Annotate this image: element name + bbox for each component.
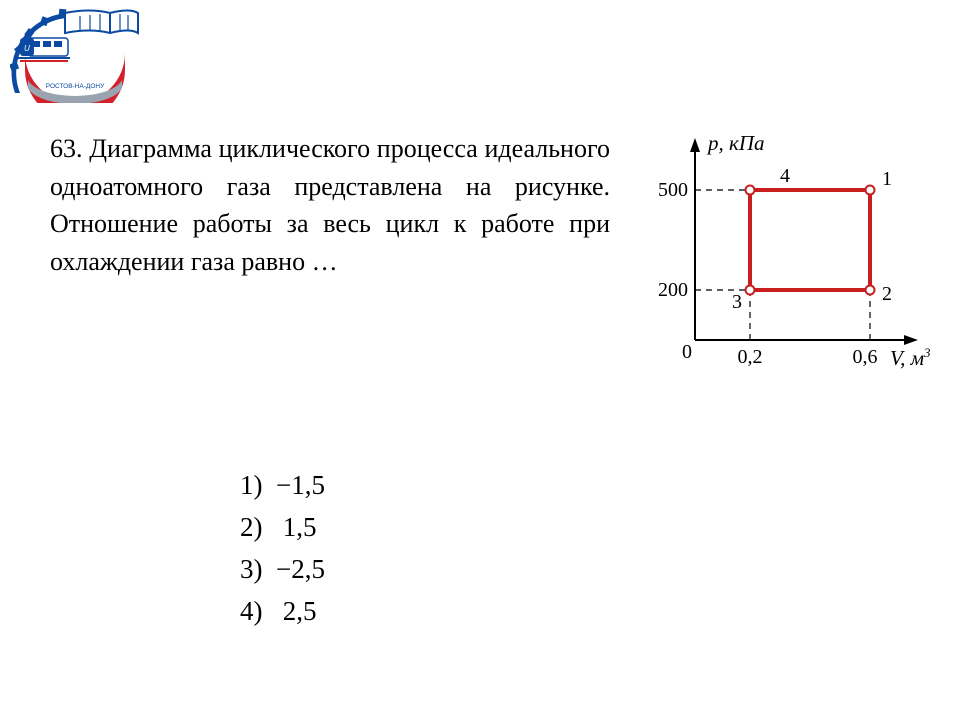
y-tick-500: 500 <box>658 179 688 201</box>
cycle-path <box>750 190 870 290</box>
book-icon <box>65 11 138 34</box>
answer-4: 4) 2,5 <box>240 591 960 633</box>
svg-text:U: U <box>24 44 30 53</box>
answer-3: 3) −2,5 <box>240 549 960 591</box>
x-axis-label: V, м3 <box>890 345 931 370</box>
y-axis-label: p, кПа <box>706 131 765 155</box>
answer-2: 2) 1,5 <box>240 507 960 549</box>
pv-diagram: p, кПа V, м3 1 2 3 4 <box>640 130 940 385</box>
x-tick-02: 0,2 <box>738 346 763 368</box>
university-logo: РГУПС U РОСТОВ-НА-ДОНУ <box>10 8 140 103</box>
y-axis-arrow <box>690 138 700 152</box>
problem-text: 63. Диаграмма циклического процесса идеа… <box>50 130 610 281</box>
y-tick-200: 200 <box>658 279 688 301</box>
point-label-3: 3 <box>732 291 742 313</box>
content-area: 63. Диаграмма циклического процесса идеа… <box>0 130 960 632</box>
origin-label: 0 <box>682 341 692 363</box>
point-4 <box>746 186 755 195</box>
answer-options: 1) −1,5 2) 1,5 3) −2,5 4) 2,5 <box>240 465 960 632</box>
logo-text-bottom: РОСТОВ-НА-ДОНУ <box>46 83 105 90</box>
point-3 <box>746 286 755 295</box>
answer-1: 1) −1,5 <box>240 465 960 507</box>
point-label-1: 1 <box>882 168 892 190</box>
x-tick-06: 0,6 <box>853 346 878 368</box>
point-label-4: 4 <box>780 165 790 187</box>
point-2 <box>866 286 875 295</box>
point-label-2: 2 <box>882 283 892 305</box>
problem-body: Диаграмма циклического процесса идеально… <box>50 134 610 276</box>
point-1 <box>866 186 875 195</box>
problem-number: 63. <box>50 134 83 163</box>
train-icon: U <box>18 38 70 61</box>
x-axis-arrow <box>904 335 918 345</box>
